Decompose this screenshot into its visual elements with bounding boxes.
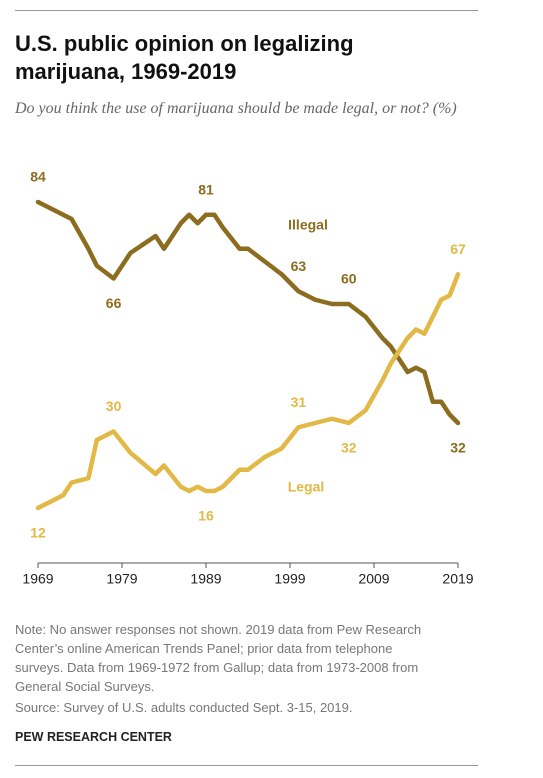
source: Source: Survey of U.S. adults conducted … [15,700,353,715]
data-label: 32 [341,440,357,456]
x-tick-label: 2009 [358,571,389,587]
credit: PEW RESEARCH CENTER [15,730,172,744]
chart-title: U.S. public opinion on legalizing mariju… [15,31,354,84]
x-tick-label: 1999 [274,571,305,587]
bottom-rule [15,765,478,766]
x-tick-label: 1979 [106,571,137,587]
series-line [35,272,461,511]
x-tick-label: 2019 [442,571,473,587]
data-label: 81 [198,181,214,197]
data-label: 60 [341,271,357,287]
top-rule [15,10,478,11]
data-label: 16 [198,508,214,524]
x-tick-label: 1969 [22,571,53,587]
legend-label: Illegal [288,217,328,233]
x-tick-label: 1989 [190,571,221,587]
note: Note: No answer responses not shown. 201… [15,622,422,694]
data-label: 32 [450,440,466,456]
chart-subtitle: Do you think the use of marijuana should… [15,100,457,117]
data-label: 66 [106,295,122,311]
data-label: 31 [291,394,307,410]
data-label: 30 [106,398,122,414]
series-line [35,199,461,426]
data-label: 84 [30,169,46,185]
legend-label: Legal [288,479,325,495]
data-label: 67 [450,241,466,257]
data-label: 63 [291,258,307,274]
data-label: 12 [30,525,46,541]
